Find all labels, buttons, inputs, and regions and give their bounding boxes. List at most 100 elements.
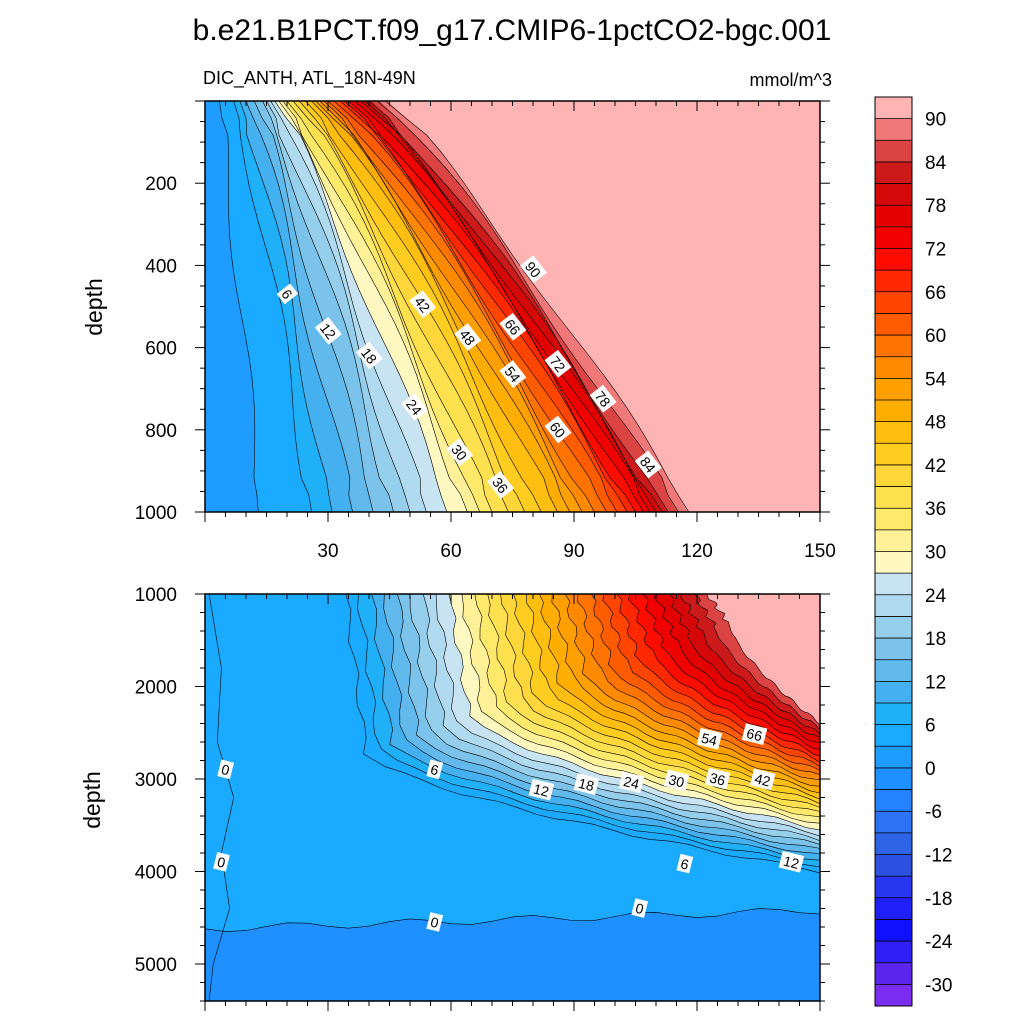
colorbar-box: [875, 616, 912, 639]
contour-label-box: [314, 316, 342, 345]
contour-label-text: 6: [679, 855, 691, 872]
colorbar-box: [875, 919, 912, 942]
lower-isoline: [435, 594, 820, 837]
lower-contour-label: 30: [663, 769, 690, 792]
colorbar-tick-label: 0: [925, 759, 936, 780]
upper-isoline: [344, 101, 636, 512]
lower-y-tick-label: 2000: [135, 678, 177, 699]
colorbar-box: [875, 984, 912, 1007]
upper-contour-label: 84: [634, 450, 662, 479]
upper-isoline: [219, 101, 259, 512]
colorbar-box: [875, 551, 912, 574]
upper-isoline: [305, 101, 542, 512]
contour-label-text: 54: [700, 730, 719, 749]
lower-isoline: [383, 594, 820, 854]
contour-label-box: [704, 767, 731, 790]
contour-label-box: [355, 341, 383, 370]
contour-label-box: [276, 283, 299, 305]
lower-isoline: [576, 594, 820, 775]
colorbar-box: [875, 594, 912, 617]
colorbar-tick-label: 84: [925, 153, 947, 174]
colorbar-box: [875, 421, 912, 444]
contour-label-text: 0: [220, 761, 232, 778]
colorbar-box: [875, 724, 912, 747]
colorbar-tick-label: -30: [925, 975, 952, 996]
contour-label-text: 24: [622, 773, 641, 792]
colorbar-box: [875, 97, 912, 120]
colorbar-box: [875, 529, 912, 552]
upper-isoline: [377, 101, 679, 512]
upper-isoline: [385, 101, 690, 512]
colorbar-box: [875, 508, 912, 531]
contour-label-box: [749, 768, 776, 791]
contour-label-text: 12: [532, 780, 551, 799]
upper-x-tick-label: 120: [681, 541, 713, 562]
upper-contour-label: 66: [499, 312, 527, 341]
colorbar-box: [875, 941, 912, 964]
upper-isoline: [253, 101, 374, 512]
lower-contour-label: 24: [618, 771, 645, 794]
contour-label-box: [409, 290, 437, 319]
lower-isoline: [371, 594, 820, 861]
colorbar-box: [875, 897, 912, 920]
upper-x-tick-label: 30: [317, 541, 338, 562]
contour-label-box: [634, 450, 662, 479]
lower-isoline: [357, 594, 820, 868]
colorbar-box: [875, 356, 912, 379]
contour-label-box: [589, 384, 617, 413]
upper-isoline: [323, 101, 595, 512]
colorbar-box: [875, 313, 912, 336]
contour-label-box: [213, 851, 230, 872]
contour-label-text: 0: [216, 854, 228, 871]
lower-contour-label: 6: [426, 759, 444, 780]
lower-isoline: [694, 594, 820, 731]
contour-label-text: 0: [429, 914, 441, 931]
upper-contour-label: 12: [314, 316, 342, 345]
lower-isoline: [500, 594, 820, 808]
contour-label-box: [741, 723, 768, 746]
upper-isoline: [354, 101, 651, 512]
colorbar-box: [875, 638, 912, 661]
colorbar-tick-label: 24: [925, 586, 947, 607]
lower-contour-label: 0: [217, 759, 234, 780]
upper-right-subtitle: mmol/m^3: [750, 70, 832, 90]
colorbar-box: [875, 962, 912, 985]
upper-contour-label: 30: [446, 438, 474, 466]
upper-isoline: [282, 101, 480, 512]
colorbar-tick-label: 72: [925, 240, 946, 261]
colorbar-box: [875, 443, 912, 466]
contour-label-box: [573, 773, 600, 795]
colorbar-box: [875, 183, 912, 206]
lower-y-tick-label: 4000: [135, 863, 177, 884]
upper-isoline: [245, 101, 353, 512]
lower-contour-label: 12: [528, 778, 555, 801]
contour-label-box: [618, 771, 645, 794]
contour-label-box: [528, 778, 555, 801]
contour-label-box: [544, 349, 572, 378]
lower-contour-label: 0: [426, 912, 444, 932]
contour-label-text: 36: [708, 769, 727, 788]
lower-contour-label: 54: [696, 727, 723, 750]
upper-y-tick-label: 600: [145, 339, 177, 360]
colorbar-box: [875, 681, 912, 704]
colorbar-tick-label: -18: [925, 889, 952, 910]
upper-isoline: [233, 101, 312, 512]
upper-x-tick-label: 60: [440, 541, 461, 562]
colorbar-box: [875, 659, 912, 682]
lower-contour-label: 36: [704, 767, 731, 790]
colorbar-box: [875, 118, 912, 141]
colorbar-frame: [874, 96, 913, 1007]
lower-y-tick-label: 3000: [135, 770, 177, 791]
upper-x-tick-label: 150: [804, 541, 836, 562]
upper-x-tick-label: 90: [563, 541, 584, 562]
upper-contour-label: 90: [519, 255, 547, 284]
lower-contour-label: 0: [631, 898, 649, 918]
upper-contour-label: 6: [276, 283, 299, 305]
colorbar: 908478726660544842363024181260-6-12-18-2…: [874, 96, 953, 1007]
upper-isoline: [274, 101, 448, 512]
upper-y-tick-label: 200: [145, 174, 177, 195]
colorbar-tick-label: 66: [925, 283, 946, 304]
contour-label-box: [401, 392, 428, 421]
lower-isoline: [448, 594, 820, 831]
